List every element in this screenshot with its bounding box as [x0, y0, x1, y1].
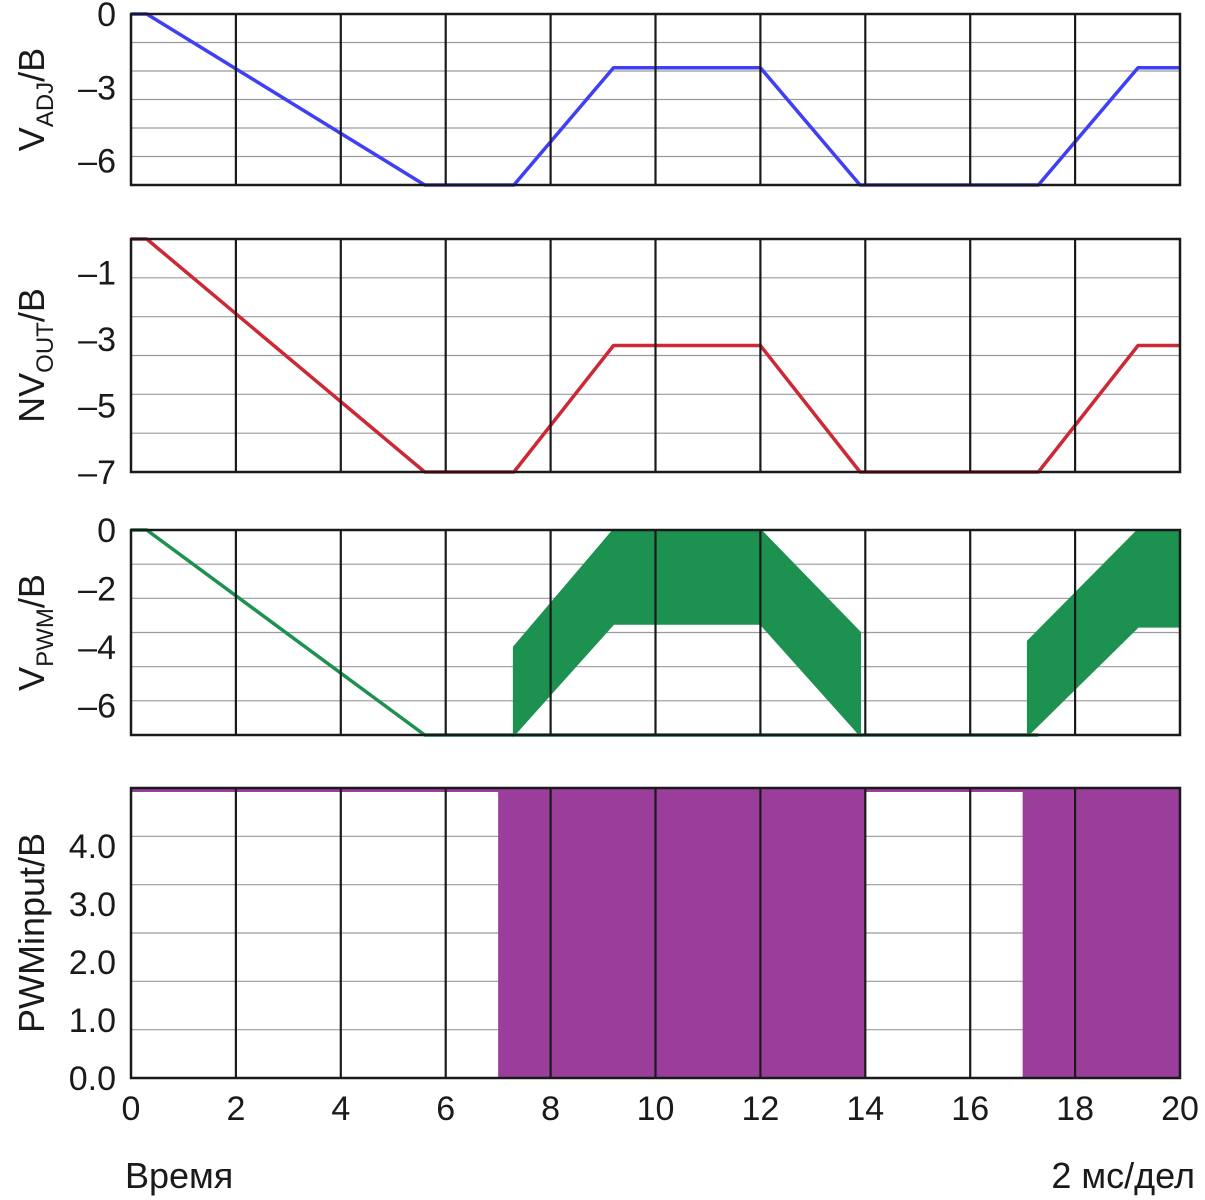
x-tick-label: 0: [122, 1090, 141, 1128]
y-tick-label: –3: [78, 69, 116, 107]
y-tick-label: 2.0: [69, 944, 116, 982]
x-caption-time: Время: [125, 1155, 233, 1196]
x-caption-scale: 2 мс/дел: [1051, 1155, 1195, 1196]
y-axis-label: NVOUT/В: [11, 288, 59, 423]
series-line: [131, 237, 1180, 474]
x-tick-label: 14: [846, 1090, 884, 1128]
y-tick-label: 0.0: [69, 1060, 116, 1098]
y-tick-label: –6: [78, 688, 116, 726]
y-axis-label: VADJ/В: [11, 48, 59, 151]
panel-frame: [129, 12, 1182, 187]
x-tick-label: 16: [951, 1090, 989, 1128]
x-tick-label: 4: [331, 1090, 350, 1128]
x-tick-label: 12: [741, 1090, 779, 1128]
pwm-pulse-fill: [498, 788, 866, 1078]
chart-layer: 0–3–6VADJ/В–1–3–5–7NVOUT/В0–2–4–6VPWM/В0…: [11, 0, 1199, 1128]
x-tick-label: 10: [637, 1090, 675, 1128]
y-axis-label: PWMinput/В: [11, 833, 52, 1033]
y-tick-label: –5: [78, 387, 116, 425]
panel-3: 0 –2 –4 –6 VPWM/В: [11, 512, 1182, 738]
y-tick-label: –4: [78, 629, 116, 667]
x-tick-label: 18: [1056, 1090, 1094, 1128]
y-tick-label: 1.0: [69, 1002, 116, 1040]
y-tick-label: 0: [97, 0, 116, 34]
x-tick-label: 2: [226, 1090, 245, 1128]
y-tick-label: –6: [78, 143, 116, 181]
x-tick-label: 6: [436, 1090, 455, 1128]
x-tick-label: 8: [541, 1090, 560, 1128]
pwm-pulse-fill: [1022, 788, 1180, 1078]
series-line: [131, 12, 1180, 187]
panel-4: 0.0 1.0 2.0 3.0 4.0 PWMinput/В: [11, 786, 1182, 1098]
y-tick-label: –7: [78, 454, 116, 492]
y-tick-label: –1: [78, 254, 116, 292]
panel-2: –1 –3 –5 –7 NVOUT/В: [11, 237, 1182, 492]
y-tick-label: –2: [78, 571, 116, 609]
x-tick-label: 20: [1161, 1090, 1199, 1128]
pwm-band: [512, 529, 862, 738]
y-tick-label: 0: [97, 512, 116, 550]
y-tick-label: 3.0: [69, 886, 116, 924]
y-axis-label: VPWM/В: [11, 574, 59, 691]
panel-frame: [129, 237, 1182, 474]
panel-frame: [129, 528, 1182, 737]
panel-1: 0 –3 –6 VADJ/В: [11, 0, 1182, 187]
y-tick-label: 4.0: [69, 828, 116, 866]
y-tick-label: –3: [78, 321, 116, 359]
panel-frame: [129, 786, 1182, 1080]
